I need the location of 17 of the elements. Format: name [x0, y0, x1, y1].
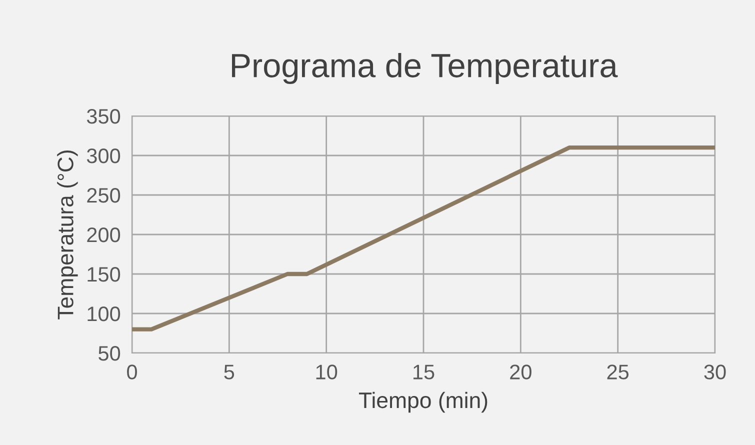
y-tick-label: 250 — [87, 188, 120, 203]
y-tick-label: 300 — [86, 148, 120, 164]
x-tick-label: 0 — [127, 364, 137, 380]
x-tick-label: 5 — [224, 364, 234, 380]
y-tick-label: 350 — [86, 109, 120, 124]
x-tick-label: 20 — [510, 364, 532, 380]
x-tick-label: 15 — [414, 364, 434, 380]
y-tick-label: 200 — [87, 228, 120, 242]
y-axis-title: Temperatura (°C) — [57, 150, 78, 320]
y-tick-label: 50 — [98, 346, 120, 361]
chart-title: Programa de Temperatura — [232, 52, 618, 84]
x-tick-label: 30 — [704, 364, 726, 380]
x-tick-label: 10 — [316, 364, 338, 380]
x-axis-title: Tiempo (min) — [358, 392, 488, 413]
y-tick-label: 150 — [88, 267, 120, 282]
x-tick-label: 25 — [607, 364, 629, 380]
y-tick-label: 100 — [88, 306, 120, 322]
